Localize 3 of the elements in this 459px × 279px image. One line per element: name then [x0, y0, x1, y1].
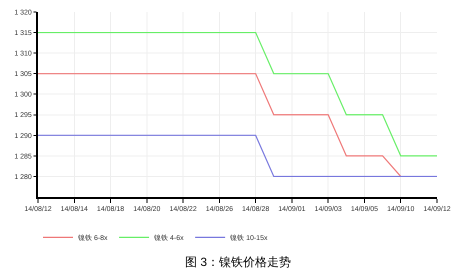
line-series	[38, 32, 437, 156]
line-series	[38, 73, 402, 178]
caption: 图 3：镍铁价格走势	[185, 255, 292, 269]
